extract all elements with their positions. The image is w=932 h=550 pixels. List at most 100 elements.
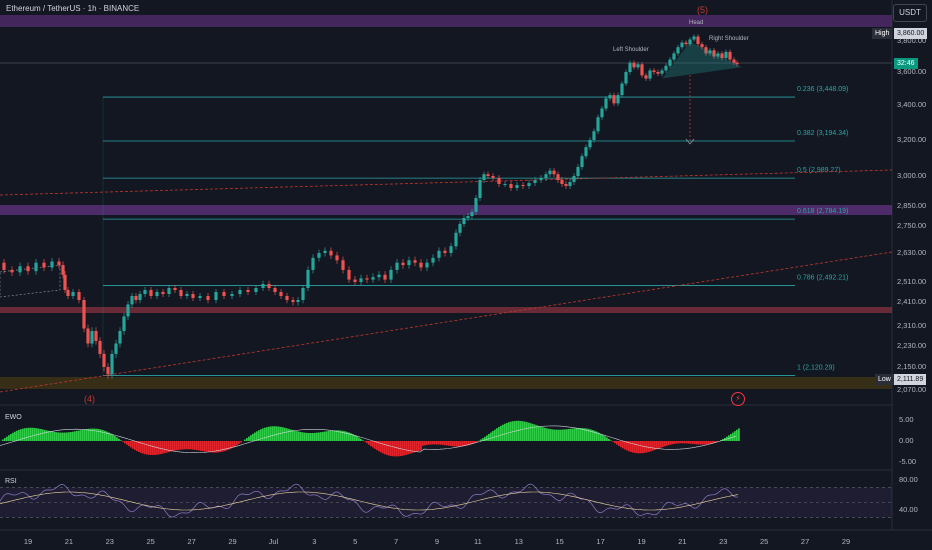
currency-button[interactable]: USDT (893, 4, 927, 22)
candle (10, 269, 14, 273)
candle (214, 292, 218, 300)
ewo-bar (384, 441, 386, 455)
ewo-bar (132, 441, 134, 449)
candle (560, 180, 564, 184)
candle (106, 367, 110, 375)
ewo-bar (658, 441, 660, 449)
ewo-bar (624, 441, 626, 450)
ewo-bar (304, 432, 306, 441)
ewo-bar (496, 428, 498, 441)
candle (341, 260, 345, 270)
ewo-bar (682, 441, 684, 444)
candle (588, 140, 592, 148)
ewo-bar (178, 441, 180, 450)
ewo-bar (608, 438, 610, 441)
ewo-bar (352, 434, 354, 441)
candle (425, 262, 429, 268)
ewo-bar (256, 431, 258, 441)
ewo-bar (262, 428, 264, 441)
ewo-bar (668, 441, 670, 446)
ewo-bar (38, 428, 40, 441)
fib-label-2: 0.5 (2,989.27) (797, 167, 841, 174)
candle (82, 300, 86, 329)
candle (57, 261, 61, 266)
ewo-bar (22, 428, 24, 441)
ewo-bar (338, 430, 340, 441)
ewo-bar (638, 441, 640, 454)
ewo-bar (632, 441, 634, 453)
ewo-bar (350, 433, 352, 441)
time-tick-15: 19 (637, 537, 645, 546)
ewo-bar (88, 428, 90, 441)
ewo-bar (498, 427, 500, 441)
high-label: High (872, 28, 893, 39)
price-tick-4: 3,200.00 (897, 135, 926, 144)
ewo-bar (518, 420, 520, 441)
ewo-bar (64, 432, 66, 441)
candle (449, 246, 453, 253)
ewo-bar (532, 423, 534, 441)
ewo-bar (168, 441, 170, 453)
ewo-bar (332, 430, 334, 441)
ewo-bar (450, 441, 452, 446)
ewo-bar (248, 436, 250, 441)
ewo-bar (464, 441, 466, 447)
ewo-bar (358, 437, 360, 441)
left-shoulder-label: Left Shoulder (613, 47, 649, 53)
rsi-label[interactable]: RSI (5, 478, 17, 485)
ewo-bar (694, 441, 696, 445)
ewo-bar (416, 441, 418, 452)
fib-label-3: 0.618 (2,784.19) (797, 208, 848, 215)
ewo-bar (736, 429, 738, 441)
low-value-badge: 2,111.89 (894, 374, 927, 385)
ewo-bar (188, 441, 190, 450)
ewo-bar (642, 441, 644, 454)
ewo-bar (190, 441, 192, 450)
candle (118, 331, 122, 344)
candle (491, 176, 495, 178)
candle (732, 59, 736, 63)
ewo-bar (308, 432, 310, 441)
ewo-bar (448, 441, 450, 446)
candle (564, 184, 568, 186)
price-tick-13: 2,150.00 (897, 362, 926, 371)
ewo-bar (218, 441, 220, 453)
ewo-bar (572, 428, 574, 441)
ewo-bar (484, 436, 486, 441)
candle (608, 95, 612, 99)
ewo-bar (604, 436, 606, 441)
bolt-icon[interactable]: ⚡ (731, 392, 745, 406)
candle (708, 50, 712, 54)
candle (2, 262, 6, 270)
ewo-label[interactable]: EWO (5, 414, 22, 421)
ewo-bar (258, 430, 260, 441)
ewo-bar (236, 441, 238, 446)
ewo-bar (454, 441, 456, 447)
rsi-tick-0: 80.00 (899, 475, 918, 484)
candle (556, 174, 560, 180)
candle (206, 296, 210, 300)
time-tick-7: 3 (312, 537, 316, 546)
ewo-bar (606, 437, 608, 441)
candle (71, 292, 75, 296)
ewo-bar (224, 441, 226, 452)
candle (173, 288, 177, 290)
ewo-bar (270, 426, 272, 441)
ewo-bar (320, 432, 322, 441)
ewo-bar (366, 441, 368, 444)
ewo-bar (216, 441, 218, 453)
ewo-bar (276, 426, 278, 441)
ewo-bar (288, 428, 290, 441)
ewo-bar (546, 428, 548, 441)
price-tick-3: 3,400.00 (897, 100, 926, 109)
ewo-bar (660, 441, 662, 448)
ewo-bar (488, 433, 490, 441)
candle (230, 294, 234, 296)
candle (267, 284, 271, 288)
candle (285, 296, 289, 300)
ewo-bar (520, 420, 522, 441)
ewo-bar (370, 441, 372, 447)
ewo-bar (732, 432, 734, 441)
symbol-title[interactable]: Ethereum / TetherUS · 1h · BINANCE (6, 4, 140, 13)
